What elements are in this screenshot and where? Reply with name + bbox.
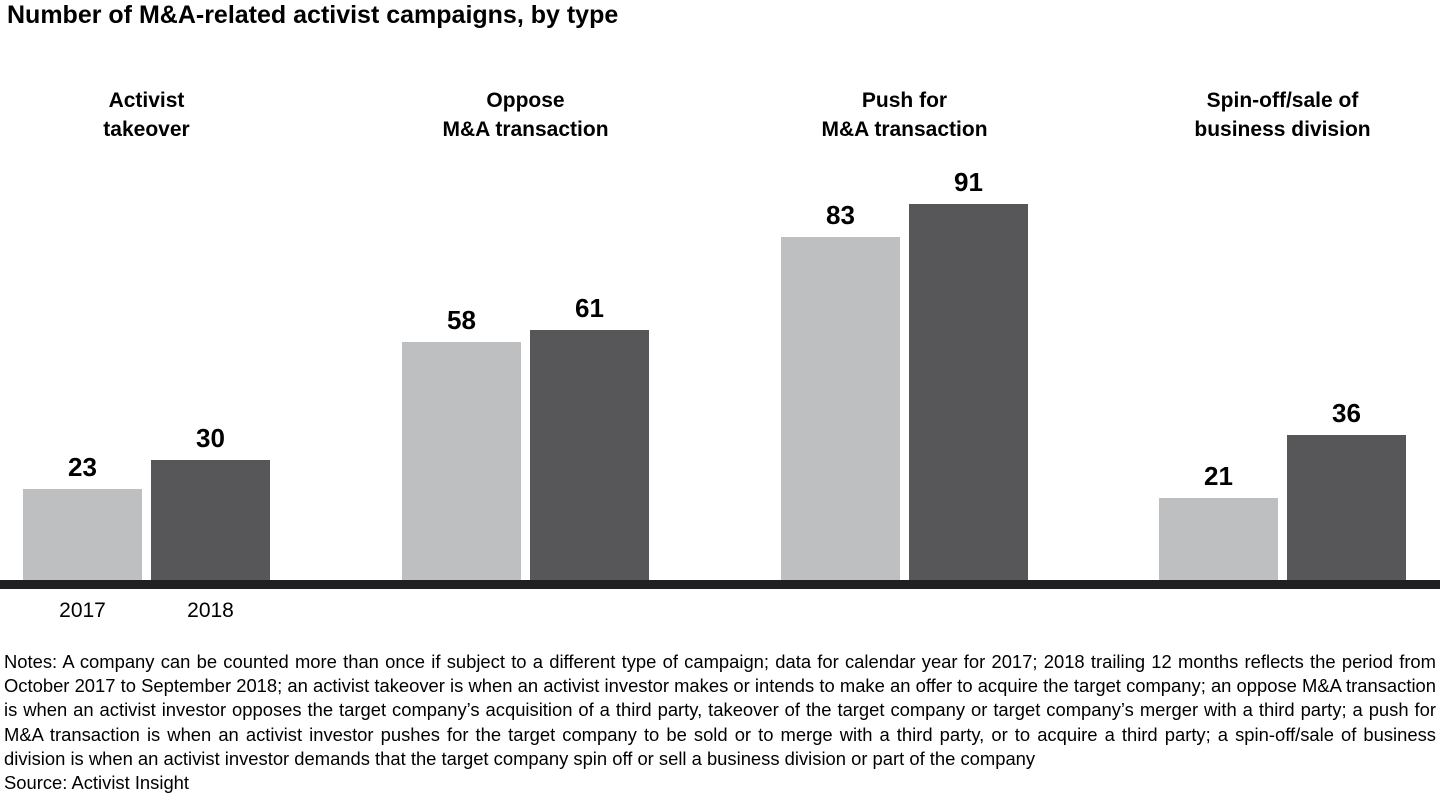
bar-wrap: 36 [1287, 399, 1406, 586]
notes-text: Notes: A company can be counted more tha… [4, 651, 1436, 769]
bar-value-label: 58 [447, 305, 476, 335]
category-label-oppose-ma: Oppose M&A transaction [442, 89, 609, 141]
bar-value-label: 30 [196, 423, 225, 453]
bar-group-push-for-ma: 83 91 [781, 168, 1028, 586]
chart-area: Activist takeover Oppose M&A transaction… [0, 89, 1440, 589]
legend-2018: 2018 [187, 599, 234, 622]
bar-2017 [402, 342, 521, 586]
bar-value-label: 36 [1332, 398, 1361, 428]
bar-wrap: 58 [402, 306, 521, 586]
series-year-labels: 2017 2018 [23, 599, 270, 623]
bar-wrap: 91 [909, 168, 1028, 586]
bar-2017 [781, 237, 900, 586]
category-label-spinoff: Spin-off/sale of business division [1194, 89, 1371, 141]
bar-value-label: 61 [575, 293, 604, 323]
bar-wrap: 83 [781, 201, 900, 586]
bar-group-oppose-ma: 58 61 [402, 294, 649, 586]
x-axis-line [0, 580, 1440, 589]
bar-2018 [530, 330, 649, 586]
bar-value-label: 83 [826, 200, 855, 230]
category-label-push-for-ma: Push for M&A transaction [821, 89, 988, 141]
bar-2017 [1159, 498, 1278, 586]
bar-value-label: 21 [1204, 461, 1233, 491]
bar-2018 [909, 204, 1028, 586]
bar-wrap: 21 [1159, 462, 1278, 586]
bar-group-spinoff: 21 36 [1159, 399, 1406, 586]
bar-group-activist-takeover: 23 30 [23, 424, 270, 586]
bar-wrap: 61 [530, 294, 649, 586]
bar-wrap: 23 [23, 453, 142, 586]
bar-wrap: 30 [151, 424, 270, 586]
category-label-activist-takeover: Activist takeover [103, 89, 190, 141]
legend-2017: 2017 [59, 599, 106, 622]
bar-2018 [1287, 435, 1406, 586]
bar-2017 [23, 489, 142, 586]
chart-title: Number of M&A-related activist campaigns… [7, 1, 619, 29]
bar-value-label: 23 [68, 452, 97, 482]
source-text: Source: Activist Insight [4, 772, 190, 794]
bar-2018 [151, 460, 270, 586]
bar-value-label: 91 [954, 167, 983, 197]
footer-block: Notes: A company can be counted more tha… [4, 650, 1436, 795]
